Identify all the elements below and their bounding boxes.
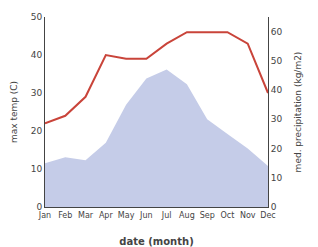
- svg-text:10: 10: [271, 173, 283, 183]
- svg-text:May: May: [118, 211, 135, 220]
- svg-text:Sep: Sep: [200, 211, 215, 220]
- svg-text:0: 0: [271, 202, 277, 212]
- svg-text:20: 20: [31, 126, 43, 136]
- svg-text:50: 50: [31, 12, 43, 22]
- svg-text:Apr: Apr: [99, 211, 114, 220]
- svg-text:20: 20: [271, 144, 283, 154]
- svg-text:Jan: Jan: [38, 211, 51, 220]
- svg-text:40: 40: [31, 50, 43, 60]
- svg-text:Aug: Aug: [179, 211, 195, 220]
- svg-text:Jun: Jun: [139, 211, 153, 220]
- svg-text:30: 30: [271, 114, 283, 124]
- svg-text:max temp (C): max temp (C): [9, 81, 19, 143]
- svg-text:10: 10: [31, 164, 43, 174]
- svg-text:30: 30: [31, 88, 43, 98]
- svg-text:med. precipitation (kg/m2): med. precipitation (kg/m2): [293, 52, 303, 173]
- svg-text:0: 0: [36, 202, 42, 212]
- svg-text:Dec: Dec: [260, 211, 275, 220]
- svg-text:50: 50: [271, 56, 283, 66]
- svg-text:date (month): date (month): [119, 236, 193, 247]
- svg-text:Jul: Jul: [161, 211, 172, 220]
- svg-text:Nov: Nov: [240, 211, 256, 220]
- svg-text:Mar: Mar: [78, 211, 94, 220]
- svg-text:40: 40: [271, 85, 283, 95]
- svg-text:60: 60: [271, 27, 283, 37]
- svg-text:Feb: Feb: [58, 211, 72, 220]
- svg-text:Oct: Oct: [221, 211, 235, 220]
